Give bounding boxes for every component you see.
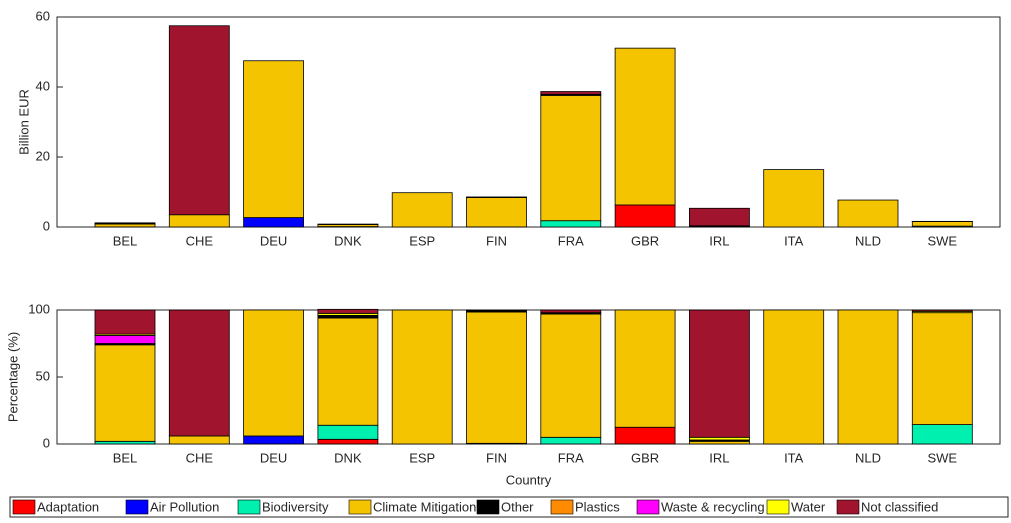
legend-swatch bbox=[551, 500, 573, 514]
y-axis-label: Billion EUR bbox=[16, 89, 31, 155]
bar-segment bbox=[912, 310, 972, 311]
x-tick-label: FIN bbox=[486, 450, 507, 465]
legend-swatch bbox=[767, 500, 789, 514]
y-tick-label: 0 bbox=[43, 218, 50, 233]
legend-swatch bbox=[637, 500, 659, 514]
bar-segment bbox=[467, 312, 527, 443]
x-axis-label: Country bbox=[506, 472, 552, 487]
x-tick-label: IRL bbox=[709, 450, 729, 465]
bar-segment bbox=[169, 310, 229, 436]
legend-swatch bbox=[349, 500, 371, 514]
x-tick-label: DNK bbox=[334, 450, 362, 465]
bar-segment bbox=[467, 198, 527, 227]
x-tick-label: BEL bbox=[113, 450, 138, 465]
x-tick-label: GBR bbox=[631, 450, 659, 465]
bar-segment bbox=[615, 427, 675, 444]
x-tick-label: GBR bbox=[631, 233, 659, 248]
y-tick-label: 60 bbox=[36, 8, 50, 23]
legend-label: Other bbox=[501, 499, 534, 514]
bar-segment bbox=[689, 208, 749, 226]
y-tick-label: 50 bbox=[36, 368, 50, 383]
legend-swatch bbox=[126, 500, 148, 514]
bar-segment bbox=[838, 200, 898, 227]
y-axis-label: Percentage (%) bbox=[5, 332, 20, 422]
bar-segment bbox=[689, 437, 749, 440]
legend-swatch bbox=[13, 500, 35, 514]
x-tick-label: IRL bbox=[709, 233, 729, 248]
bar-segment bbox=[615, 205, 675, 227]
legend-swatch bbox=[477, 500, 499, 514]
x-tick-label: DEU bbox=[260, 450, 287, 465]
bar-segment bbox=[541, 437, 601, 444]
bar-segment bbox=[615, 48, 675, 205]
bar-segment bbox=[169, 436, 229, 444]
bar-segment bbox=[541, 221, 601, 227]
y-tick-label: 20 bbox=[36, 148, 50, 163]
x-tick-label: FIN bbox=[486, 233, 507, 248]
legend-swatch bbox=[238, 500, 260, 514]
bar-segment bbox=[244, 61, 304, 218]
legend-label: Plastics bbox=[575, 499, 620, 514]
x-tick-label: ESP bbox=[409, 450, 435, 465]
x-tick-label: SWE bbox=[927, 450, 957, 465]
bar-segment bbox=[318, 309, 378, 313]
legend-label: Climate Mitigation bbox=[373, 499, 476, 514]
legend-label: Adaptation bbox=[37, 499, 99, 514]
bar-segment bbox=[318, 318, 378, 425]
legend-label: Water bbox=[791, 499, 826, 514]
legend-swatch bbox=[837, 500, 859, 514]
bar-segment bbox=[244, 218, 304, 227]
bar-segment bbox=[912, 425, 972, 444]
x-tick-label: FRA bbox=[558, 450, 584, 465]
x-tick-label: ITA bbox=[784, 450, 804, 465]
bar-segment bbox=[95, 223, 155, 224]
x-tick-label: ESP bbox=[409, 233, 435, 248]
legend-label: Not classified bbox=[861, 499, 938, 514]
bar-segment bbox=[169, 215, 229, 227]
bar-segment bbox=[541, 310, 601, 313]
bar-segment bbox=[244, 310, 304, 436]
bar-segment bbox=[244, 436, 304, 444]
bar-segment bbox=[318, 439, 378, 444]
bar-segment bbox=[318, 315, 378, 318]
x-tick-label: DEU bbox=[260, 233, 287, 248]
bar-segment bbox=[541, 92, 601, 95]
bar-segment bbox=[467, 310, 527, 311]
bar-segment bbox=[95, 310, 155, 334]
bar-segment bbox=[95, 224, 155, 227]
x-tick-label: SWE bbox=[927, 233, 957, 248]
x-tick-label: ITA bbox=[784, 233, 804, 248]
bar-segment bbox=[392, 310, 452, 444]
x-tick-label: CHE bbox=[186, 450, 214, 465]
legend-label: Waste & recycling bbox=[661, 499, 765, 514]
bar-segment bbox=[95, 345, 155, 441]
bar-segment bbox=[392, 193, 452, 227]
bar-segment bbox=[95, 335, 155, 343]
bar-segment bbox=[169, 26, 229, 215]
bar-segment bbox=[764, 170, 824, 227]
x-tick-label: BEL bbox=[113, 233, 138, 248]
y-tick-label: 0 bbox=[43, 435, 50, 450]
x-tick-label: CHE bbox=[186, 233, 214, 248]
bar-segment bbox=[541, 95, 601, 220]
bar-segment bbox=[764, 310, 824, 444]
x-tick-label: DNK bbox=[334, 233, 362, 248]
y-tick-label: 40 bbox=[36, 78, 50, 93]
legend-label: Biodiversity bbox=[262, 499, 329, 514]
bar-segment bbox=[318, 425, 378, 439]
bar-segment bbox=[541, 314, 601, 437]
x-tick-label: FRA bbox=[558, 233, 584, 248]
y-tick-label: 100 bbox=[28, 301, 50, 316]
x-tick-label: NLD bbox=[855, 450, 881, 465]
bar-segment bbox=[912, 313, 972, 425]
bar-segment bbox=[912, 222, 972, 227]
bar-segment bbox=[838, 310, 898, 444]
bar-segment bbox=[615, 310, 675, 427]
bar-segment bbox=[689, 310, 749, 437]
legend-label: Air Pollution bbox=[150, 499, 219, 514]
x-tick-label: NLD bbox=[855, 233, 881, 248]
bar-segment bbox=[95, 441, 155, 444]
bar-segment bbox=[689, 441, 749, 444]
